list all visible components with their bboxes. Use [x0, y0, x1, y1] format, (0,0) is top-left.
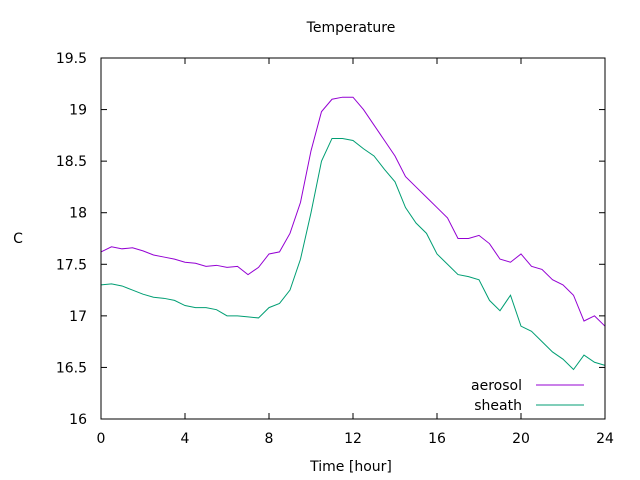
- y-tick-label: 19.5: [56, 51, 87, 67]
- x-tick-label: 20: [512, 431, 530, 447]
- legend-label-sheath: sheath: [474, 398, 522, 414]
- axis-tick-labels: 0 4 8 12 16 20 24 16 16.5 17 17.5 18 18.5 19 19.5: [56, 51, 614, 447]
- data-lines: [100, 96, 606, 371]
- x-axis-label: Time [hour]: [309, 459, 392, 475]
- y-tick-label: 17: [69, 309, 87, 325]
- x-tick-label: 0: [97, 431, 106, 447]
- chart-title: Temperature: [306, 20, 396, 36]
- x-tick-label: 4: [181, 431, 190, 447]
- y-tick-label: 17.5: [56, 257, 87, 273]
- x-tick-label: 16: [428, 431, 446, 447]
- x-tick-label: 8: [265, 431, 274, 447]
- x-tick-label: 12: [344, 431, 362, 447]
- x-tick-label: 24: [596, 431, 614, 447]
- y-tick-label: 16: [69, 412, 87, 428]
- y-tick-label: 18: [69, 206, 87, 222]
- series-line-aerosol: [100, 96, 606, 327]
- legend-label-aerosol: aerosol: [471, 378, 522, 394]
- y-tick-label: 18.5: [56, 154, 87, 170]
- plot-frame: [100, 57, 606, 420]
- y-axis-label: C: [13, 231, 23, 247]
- legend: aerosol sheath: [471, 378, 584, 414]
- series-line-sheath: [100, 137, 606, 371]
- y-tick-label: 16.5: [56, 360, 87, 376]
- y-tick-label: 19: [69, 103, 87, 119]
